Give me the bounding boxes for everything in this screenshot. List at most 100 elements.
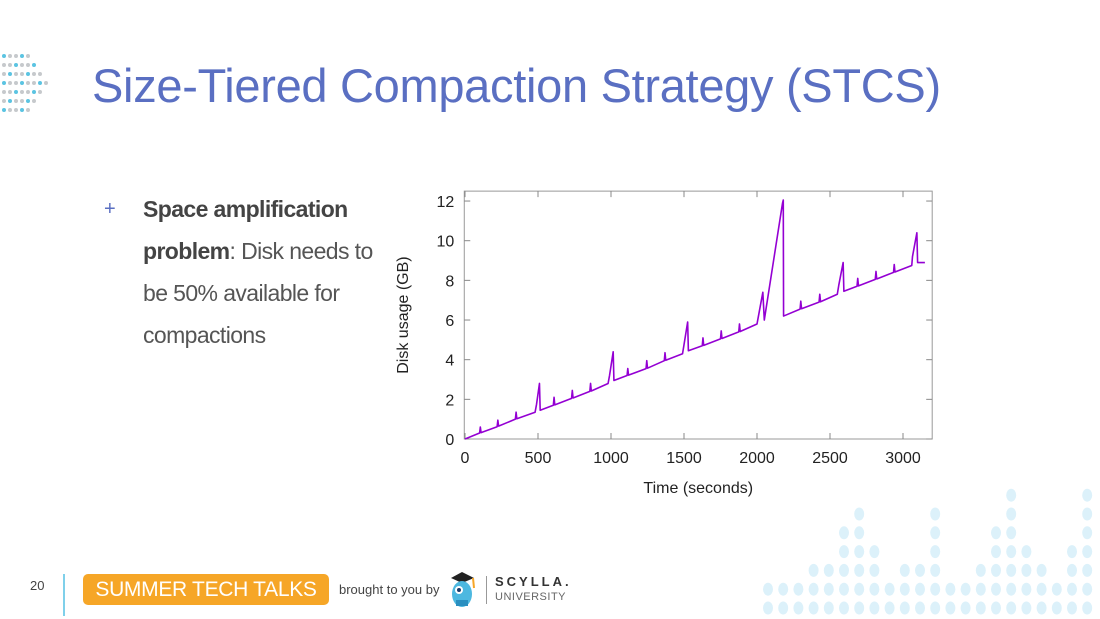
decor-dot [930,526,941,540]
decor-dot [2,99,6,103]
decorative-dots-bottom-right [763,488,1093,615]
decor-dot [808,601,819,615]
decor-dot [960,582,971,596]
x-tick-label: 1000 [593,450,629,467]
decor-dot [8,63,12,67]
decor-dot [823,601,834,615]
decor-dot [1021,582,1032,596]
x-tick-label: 1500 [666,450,702,467]
decor-dot [823,563,834,577]
decor-dot [8,108,12,112]
decor-dot [38,81,42,85]
decor-dot [1067,563,1077,577]
decor-dot [8,90,12,94]
decor-dot [14,63,18,67]
decor-dot [930,582,941,596]
x-axis-label: Time (seconds) [643,480,753,497]
decor-dot [975,563,986,577]
decor-dot [1051,582,1062,596]
footer-divider [63,574,65,616]
decor-dot [930,563,941,577]
decor-dot [1082,526,1093,540]
decor-dot [1082,601,1093,615]
decor-dot [20,99,24,103]
decor-dot [854,507,865,521]
decor-dot [26,72,30,76]
decor-dot [854,545,865,559]
decor-dot [945,601,956,615]
x-tick-label: 2500 [812,450,848,467]
decor-dot [869,582,880,596]
decor-dot [854,563,865,577]
decor-dot [14,72,18,76]
decor-dot [26,90,30,94]
decor-dot [1006,601,1017,615]
decor-dot [869,601,880,615]
decor-dot [38,90,42,94]
decor-dot [2,108,6,112]
decor-dot [2,90,6,94]
y-axis-label: Disk usage (GB) [395,256,412,373]
decor-dot [763,582,773,596]
decor-dot [808,563,819,577]
decor-dot [839,526,849,540]
decor-dot [1021,601,1032,615]
decor-dot [1006,545,1017,559]
decor-dot [44,81,48,85]
decor-dot [899,563,910,577]
decor-dot [778,582,789,596]
y-tick-label: 12 [436,194,454,211]
decor-dot [32,72,36,76]
decor-dot [793,601,804,615]
decor-dot [1082,488,1093,502]
decor-dot [14,99,18,103]
decor-dot [20,72,24,76]
decor-dot [1082,545,1093,559]
decor-dot [854,526,865,540]
plot-frame [463,190,933,440]
decor-dot [14,108,18,112]
decor-dot [899,601,910,615]
y-tick-label: 10 [436,234,454,251]
decor-dot [869,563,880,577]
decor-dot [991,545,1001,559]
decor-dot [1067,545,1077,559]
decor-dot [839,545,849,559]
decor-dot [930,545,941,559]
decor-dot [839,582,849,596]
decor-dot [915,601,925,615]
decor-dot [26,54,30,58]
decor-dot [1006,507,1017,521]
decor-dot [930,601,941,615]
decor-dot [1036,563,1047,577]
decor-dot [839,601,849,615]
y-tick-label: 4 [445,353,454,370]
decor-dot [778,601,789,615]
decor-dot [32,63,36,67]
decor-dot [884,582,895,596]
decor-dot [14,81,18,85]
event-badge: SUMMER TECH TALKS [83,574,329,605]
decor-dot [1082,582,1093,596]
scylla-logo-text: SCYLLA. [495,574,572,589]
decor-dot [2,63,6,67]
y-tick-label: 6 [445,313,454,330]
logo-divider [486,576,487,604]
decor-dot [930,507,941,521]
decor-dot [991,526,1001,540]
decor-dot [2,72,6,76]
bullet-plus-icon: + [104,198,116,220]
decor-dot [1006,526,1017,540]
decor-dot [26,81,30,85]
decor-dot [839,563,849,577]
decor-dot [915,563,925,577]
decor-dot [20,108,24,112]
decor-dot [915,582,925,596]
x-tick-label: 2000 [739,450,775,467]
decor-dot [32,90,36,94]
decor-dot [32,99,36,103]
brought-by-text: brought to you by [339,582,440,597]
decor-dot [1051,601,1062,615]
bullet-text: Space amplification problem: Disk needs … [143,188,378,356]
